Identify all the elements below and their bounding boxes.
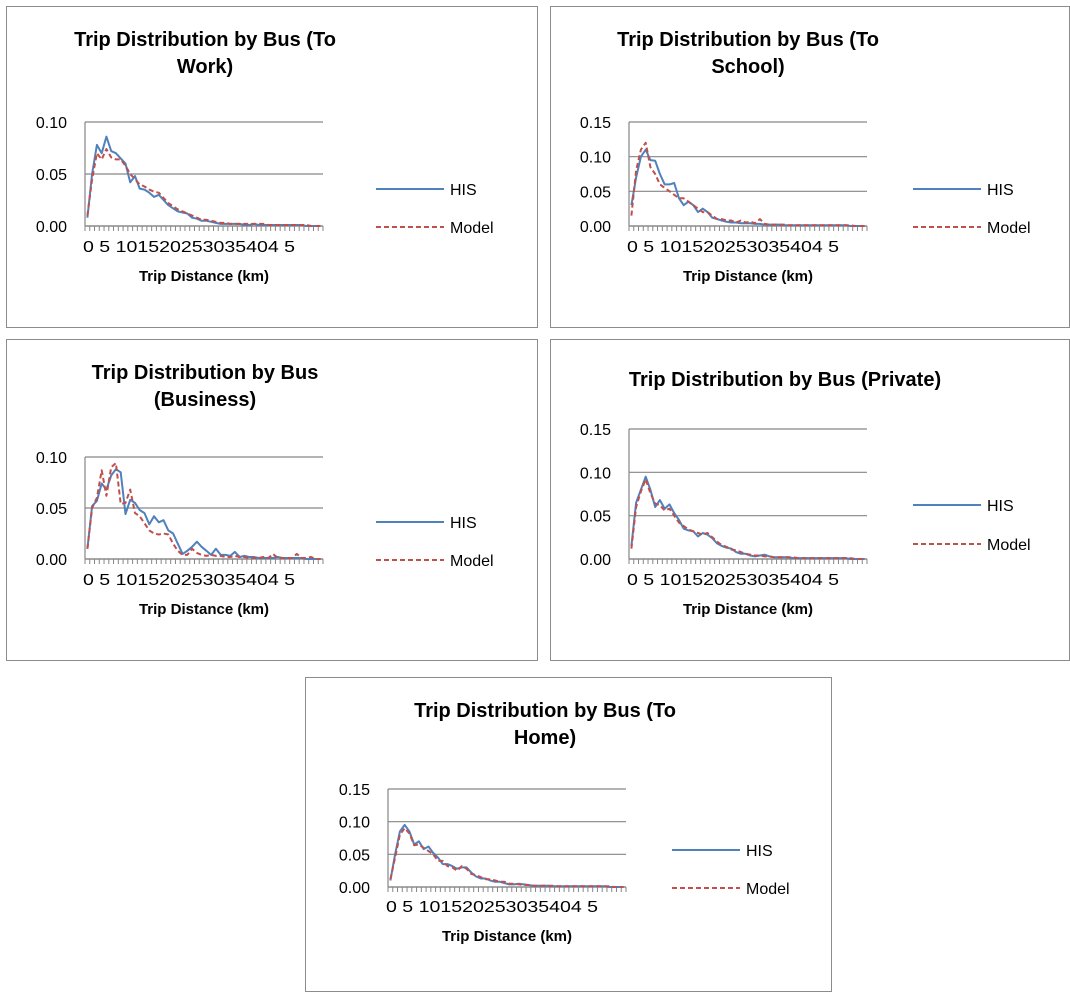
x-tick-labels: 0 5 101520253035404 5 [386,899,598,916]
x-axis-label: Trip Distance (km) [683,268,813,285]
chart-title: Trip Distribution by Bus (To [617,29,879,51]
series-line-model [630,478,865,560]
chart-title: Trip Distribution by Bus (Private) [629,369,941,391]
x-tick-labels: 0 5 101520253035404 5 [627,572,839,589]
y-tick-label: 0.05 [36,167,67,184]
y-tick-label: 0.00 [36,552,67,569]
series-line-his [630,475,865,560]
chart-panel-to-home: Trip Distribution by Bus (To Home) 0.00 0.0… [305,677,832,992]
y-tick-label: 0.15 [339,782,370,799]
chart-title: Trip Distribution by Bus (To [414,700,676,722]
y-tick-label: 0.10 [36,115,67,132]
y-tick-label: 0.00 [580,219,611,236]
series-line-his [86,135,321,227]
y-tick-label: 0.10 [580,465,611,482]
chart-title: School) [711,56,784,78]
chart-title: Trip Distribution by Bus (To [74,29,336,51]
chart-to-work: Trip Distribution by Bus (To Work) 0.00 0.0… [36,29,494,285]
chart-business: Trip Distribution by Bus (Business) 0.00 0.… [36,362,494,618]
legend-label-his: HIS [450,182,477,199]
x-axis-label: Trip Distance (km) [683,601,813,618]
x-tick-labels: 0 5 101520253035404 5 [83,572,295,589]
y-tick-label: 0.00 [36,219,67,236]
legend-label-model: Model [450,553,494,570]
series-line-his [86,468,321,560]
y-tick-label: 0.05 [580,184,611,201]
series-line-his [389,823,624,888]
series-line-model [86,462,321,560]
y-tick-label: 0.00 [580,552,611,569]
y-tick-label: 0.10 [580,150,611,167]
y-tick-label: 0.10 [339,815,370,832]
legend-label-model: Model [987,220,1031,237]
series-line-model [630,141,865,227]
chart-panel-to-school: Trip Distribution by Bus (To School) 0.00 0… [550,6,1070,328]
y-tick-label: 0.05 [580,509,611,526]
y-tick-label: 0.15 [580,422,611,439]
legend-label-model: Model [987,537,1031,554]
y-tick-label: 0.05 [339,847,370,864]
legend-label-his: HIS [987,498,1014,515]
y-tick-label: 0.10 [36,450,67,467]
chart-panel-business: Trip Distribution by Bus (Business) 0.00 0.… [6,339,538,661]
series-line-model [389,827,624,888]
legend-label-his: HIS [450,515,477,532]
series-line-model [86,148,321,227]
legend-label-his: HIS [746,843,773,860]
chart-panel-to-work: Trip Distribution by Bus (To Work) 0.00 0.0… [6,6,538,328]
legend-label-model: Model [450,220,494,237]
y-tick-label: 0.00 [339,880,370,897]
x-tick-labels: 0 5 101520253035404 5 [83,239,295,256]
chart-private: Trip Distribution by Bus (Private) 0.00 0.… [580,369,1031,618]
chart-title: Home) [514,727,576,749]
x-tick-labels: 0 5 101520253035404 5 [627,239,839,256]
x-axis-label: Trip Distance (km) [139,268,269,285]
chart-title: (Business) [154,389,256,411]
x-axis-label: Trip Distance (km) [139,601,269,618]
chart-title: Trip Distribution by Bus [92,362,319,384]
chart-to-home: Trip Distribution by Bus (To Home) 0.00 0.0… [339,700,790,945]
x-axis-label: Trip Distance (km) [442,928,572,945]
series-line-his [630,148,865,227]
chart-panel-private: Trip Distribution by Bus (Private) 0.00 0.… [550,339,1070,661]
legend-label-model: Model [746,881,790,898]
chart-to-school: Trip Distribution by Bus (To School) 0.00 0… [580,29,1031,285]
y-tick-label: 0.05 [36,501,67,518]
chart-title: Work) [177,56,233,78]
legend-label-his: HIS [987,182,1014,199]
y-tick-label: 0.15 [580,115,611,132]
